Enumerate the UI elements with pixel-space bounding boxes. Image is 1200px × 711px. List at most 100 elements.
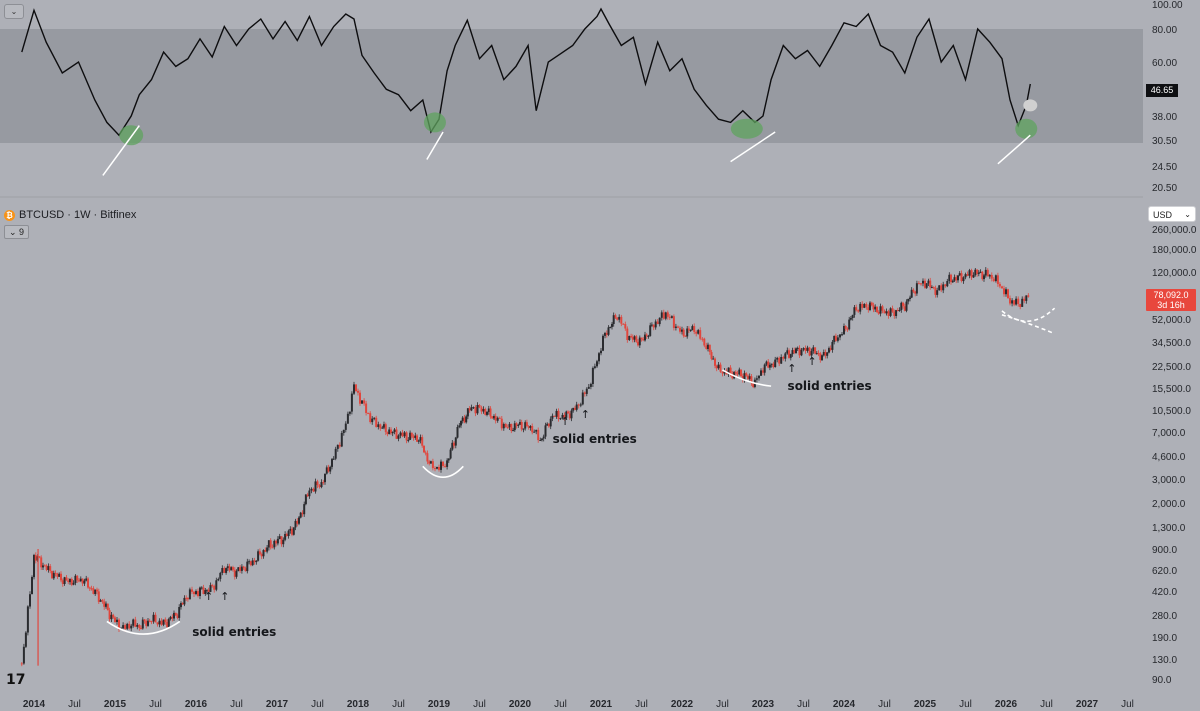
candle-body: [579, 404, 582, 406]
candle-body: [703, 338, 706, 346]
candle-body: [334, 448, 337, 459]
candle-body: [944, 284, 947, 287]
candle-body: [301, 512, 304, 515]
rsi-divergence-line: [102, 125, 140, 176]
rsi-value-badge: 46.65: [1146, 84, 1178, 97]
indicator-collapse-button[interactable]: ⌄ 9: [4, 225, 30, 239]
candle-body: [896, 310, 899, 312]
candle-body: [784, 353, 787, 359]
candle-body: [365, 403, 368, 413]
candle-body: [213, 585, 216, 590]
candle-body: [902, 302, 904, 307]
candle-body: [932, 287, 935, 289]
candle-body: [994, 275, 997, 281]
candle-body: [633, 336, 636, 340]
candle-body: [881, 306, 884, 311]
candle-body: [350, 393, 353, 412]
symbol-legend[interactable]: ₿ BTCUSD · 1W · Bitfinex: [4, 207, 136, 223]
rsi-tick-label: 20.50: [1152, 183, 1177, 194]
candle-body: [583, 392, 586, 394]
candle-body: [974, 269, 977, 275]
candle-body: [762, 370, 764, 373]
candle-body: [88, 587, 91, 589]
candle-body: [877, 312, 880, 314]
candle-body: [734, 371, 737, 374]
candle-body: [363, 400, 366, 404]
price-candles: [20, 267, 1030, 667]
candle-body: [166, 622, 169, 627]
candle-body: [645, 334, 648, 337]
candle-body: [474, 407, 477, 414]
candle-body: [219, 572, 222, 579]
candle-body: [346, 413, 349, 424]
candle-body: [513, 423, 516, 431]
candle-body: [160, 620, 163, 625]
candle-body: [500, 418, 503, 429]
candle-body: [668, 316, 671, 318]
candle-body: [114, 617, 116, 622]
currency-select[interactable]: USD ⌄: [1148, 206, 1196, 222]
collapse-pane-button[interactable]: ⌄: [4, 4, 24, 19]
candle-body: [631, 337, 634, 340]
candle-body: [128, 623, 131, 629]
candle-body: [996, 275, 999, 284]
candle-body: [755, 378, 758, 380]
candle-body: [296, 520, 299, 524]
candle-body: [1001, 286, 1003, 289]
rsi-highlight: [1015, 118, 1038, 139]
price-tick-label: 3,000.0: [1152, 475, 1186, 486]
candle-body: [298, 517, 300, 524]
candle-body: [817, 353, 820, 355]
candle-body: [130, 625, 133, 629]
candle-body: [359, 392, 361, 404]
rsi-divergence-line: [997, 134, 1031, 165]
candle-body: [276, 538, 279, 544]
candle-body: [780, 357, 783, 364]
candle-body: [458, 425, 461, 427]
time-tick-label: 2024: [833, 699, 856, 710]
time-tick-label: 2019: [428, 699, 451, 710]
candle-body: [772, 363, 775, 367]
candle-body: [164, 619, 167, 622]
candle-body: [332, 458, 335, 460]
bottom-arc: [722, 369, 772, 387]
candle-body: [806, 347, 809, 351]
candle-body: [110, 614, 113, 620]
candle-body: [527, 426, 530, 428]
candle-body: [618, 316, 621, 320]
candle-body: [808, 347, 811, 356]
candle-body: [38, 556, 41, 558]
candle-body: [465, 416, 468, 423]
candle-body: [72, 582, 75, 585]
candle-body: [829, 348, 832, 350]
candle-body: [96, 589, 98, 592]
candle-body: [195, 591, 197, 594]
candle-body: [476, 405, 479, 414]
rsi-highlight: [423, 112, 446, 133]
candle-body: [912, 289, 915, 292]
price-tick-label: 420.0: [1152, 587, 1177, 598]
time-tick-label: Jul: [635, 699, 648, 710]
rsi-y-axis: 100.00 80.00 60.00 38.00 30.50 24.50 20.50: [1152, 0, 1183, 194]
candle-body: [905, 301, 908, 311]
candle-body: [449, 449, 452, 459]
candle-body: [522, 428, 525, 430]
time-tick-label: Jul: [473, 699, 486, 710]
candle-body: [577, 404, 580, 406]
candle-body: [715, 365, 718, 369]
candle-body: [981, 271, 984, 280]
candle-body: [929, 280, 932, 288]
candle-body: [197, 591, 199, 596]
candle-body: [379, 424, 382, 429]
candle-body: [831, 341, 834, 350]
arrow-icon: ↑: [581, 408, 590, 421]
candle-body: [306, 494, 309, 497]
time-tick-label: Jul: [1121, 699, 1134, 710]
candle-body: [699, 330, 702, 339]
candle-body: [237, 567, 240, 572]
candle-body: [553, 415, 556, 417]
candle-body: [244, 568, 247, 572]
candle-body: [900, 302, 903, 310]
candle-body: [174, 612, 177, 616]
